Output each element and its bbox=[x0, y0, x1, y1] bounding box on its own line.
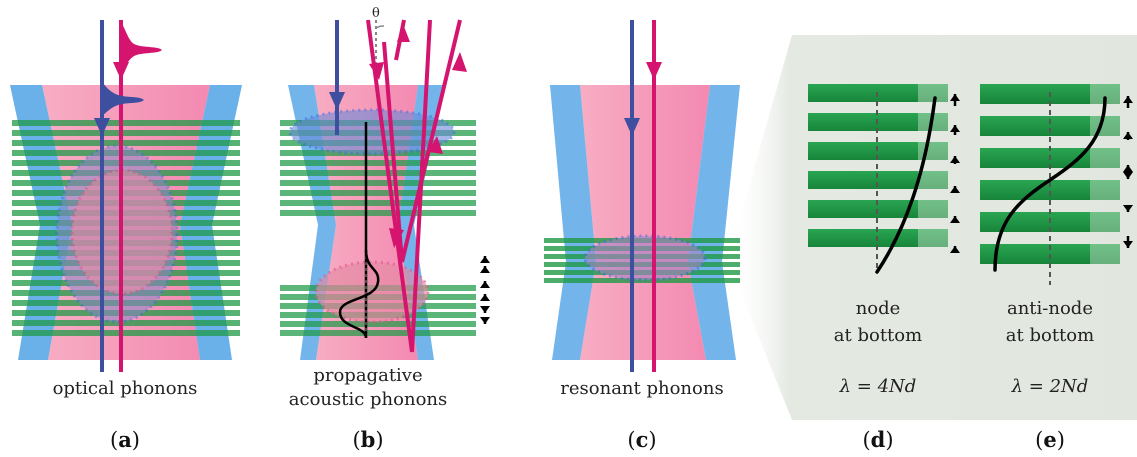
displacement-arrowhead bbox=[950, 125, 960, 132]
strain-wave-b bbox=[338, 249, 380, 339]
block-highlight bbox=[918, 200, 948, 218]
theta-symbol-b: θ bbox=[372, 6, 380, 21]
caption-a: optical phonons bbox=[53, 378, 198, 399]
displacement-curve-d bbox=[875, 96, 937, 274]
caption-d-line2: at bottom bbox=[834, 325, 922, 346]
blue-laser-arrow-c bbox=[624, 118, 640, 136]
probe-zone-top-b bbox=[288, 108, 456, 156]
layer bbox=[280, 180, 476, 186]
panel-c: resonant phonons (c) bbox=[544, 20, 740, 452]
panel-b: θ propagative acoustic phonons (b) bbox=[280, 6, 490, 452]
multilayer-block bbox=[980, 116, 1120, 136]
multilayer-block bbox=[980, 180, 1120, 200]
displacement-arrowhead bbox=[1123, 205, 1133, 212]
layer bbox=[12, 320, 240, 326]
displacement-arrows-b bbox=[480, 256, 490, 324]
pink-pump-pulse bbox=[121, 22, 162, 72]
block-highlight bbox=[1090, 180, 1120, 200]
panel-label-a: (a) bbox=[110, 427, 140, 452]
blue-probe-pulse bbox=[102, 82, 144, 116]
pink-laser-arrow-c bbox=[646, 62, 662, 80]
displacement-arrowhead bbox=[480, 281, 490, 288]
displacement-arrowhead bbox=[1123, 241, 1133, 248]
pink-ray-arrow-4 bbox=[428, 136, 443, 154]
displacement-arrowhead bbox=[480, 256, 490, 263]
pink-rays-b bbox=[366, 19, 462, 353]
formula-e: λ = 2Nd bbox=[1011, 376, 1089, 397]
displacement-arrowhead bbox=[1123, 172, 1133, 179]
displacement-arrowhead bbox=[950, 156, 960, 163]
caption-e-line1: anti-node bbox=[1007, 298, 1093, 319]
caption-b-line1: propagative bbox=[313, 365, 422, 386]
panel-e: anti-node at bottom λ = 2Nd (e) bbox=[980, 84, 1133, 452]
resonant-zone-c bbox=[583, 234, 707, 282]
blue-laser-arrow-b bbox=[329, 92, 345, 110]
displacement-arrowhead bbox=[1123, 96, 1133, 103]
block-highlight bbox=[918, 142, 948, 160]
pink-ray-arrow-2 bbox=[389, 228, 404, 248]
block-highlight bbox=[918, 84, 948, 102]
displacement-arrows-d bbox=[950, 94, 960, 253]
multilayer-block bbox=[808, 171, 948, 189]
blue-laser-arrow-a bbox=[94, 118, 110, 136]
layer bbox=[280, 170, 476, 176]
block-highlight bbox=[1090, 212, 1120, 232]
blue-beam-right-c bbox=[688, 85, 740, 360]
pink-ray-arrow-3 bbox=[397, 24, 410, 42]
block-highlight bbox=[1090, 148, 1120, 168]
layer bbox=[280, 210, 476, 216]
displacement-curve-e bbox=[993, 96, 1107, 272]
displacement-arrowhead bbox=[480, 266, 490, 273]
panel-a: optical phonons (a) bbox=[10, 20, 242, 452]
displacement-arrows-e bbox=[1123, 96, 1133, 248]
panel-label-b: (b) bbox=[352, 427, 383, 452]
caption-b-line2: acoustic phonons bbox=[289, 389, 447, 410]
layer bbox=[280, 200, 476, 206]
layer bbox=[544, 278, 740, 283]
pink-ray-arrow-1 bbox=[369, 62, 384, 80]
layer bbox=[280, 321, 476, 327]
displacement-arrowhead bbox=[1123, 165, 1133, 172]
caption-d-line1: node bbox=[856, 298, 901, 319]
blue-beam-left-c bbox=[550, 85, 596, 360]
layer bbox=[280, 330, 476, 336]
displacement-arrowhead bbox=[1123, 132, 1133, 139]
displacement-arrowhead bbox=[480, 317, 490, 324]
layer bbox=[12, 120, 240, 126]
block-highlight bbox=[1090, 244, 1120, 264]
caption-c: resonant phonons bbox=[560, 378, 723, 399]
displacement-arrowhead bbox=[480, 294, 490, 301]
formula-d: λ = 4Nd bbox=[839, 376, 917, 397]
layer bbox=[280, 190, 476, 196]
panel-label-d: (d) bbox=[862, 427, 893, 452]
layer bbox=[12, 130, 240, 136]
layer bbox=[12, 330, 240, 336]
pink-beam-c bbox=[580, 85, 710, 360]
displacement-arrowhead bbox=[950, 186, 960, 193]
panel-label-c: (c) bbox=[627, 427, 656, 452]
displacement-arrowhead bbox=[480, 306, 490, 313]
theta-arc-b bbox=[375, 25, 385, 29]
block-highlight bbox=[918, 229, 948, 247]
block-highlight bbox=[918, 171, 948, 189]
panel-label-e: (e) bbox=[1035, 427, 1065, 452]
layer bbox=[280, 160, 476, 166]
panel-d: node at bottom λ = 4Nd (d) bbox=[808, 84, 960, 452]
displacement-arrowhead bbox=[950, 94, 960, 101]
block-highlight bbox=[1090, 84, 1120, 104]
displacement-arrowhead bbox=[950, 216, 960, 223]
block-highlight bbox=[1090, 116, 1120, 136]
displacement-arrowhead bbox=[950, 246, 960, 253]
pink-ray-arrow-5 bbox=[452, 52, 467, 72]
caption-e-line2: at bottom bbox=[1006, 325, 1094, 346]
layer bbox=[12, 140, 240, 146]
